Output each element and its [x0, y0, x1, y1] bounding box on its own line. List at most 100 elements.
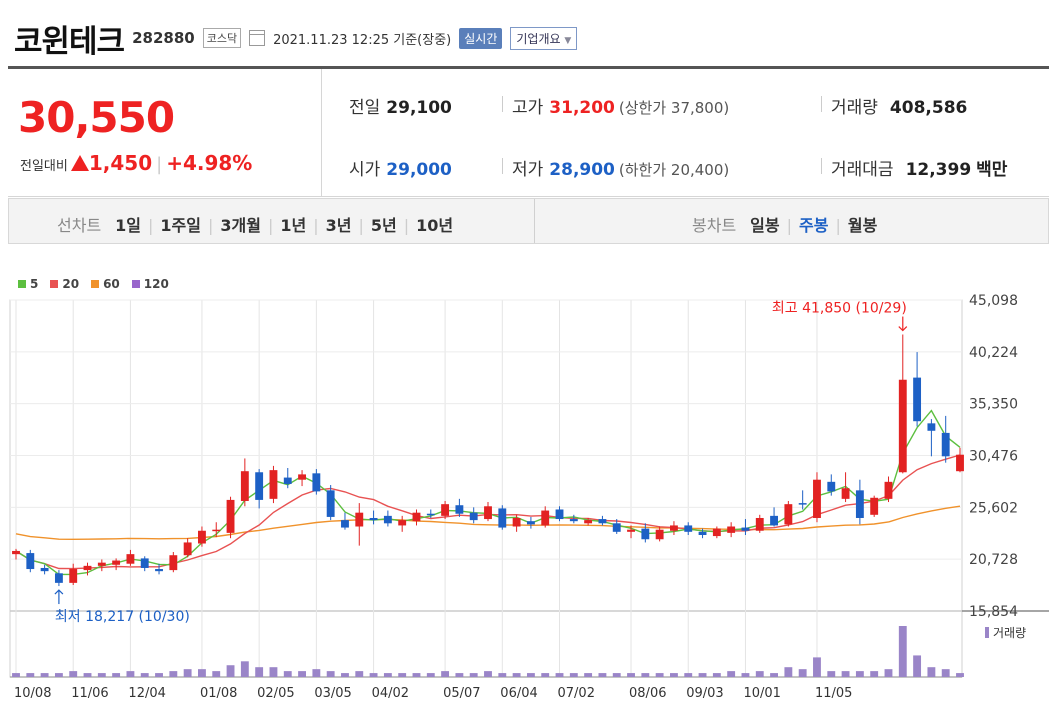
volume-value: 408,586 [889, 98, 968, 118]
as-of-time: 2021.11.23 12:25 기준(장중) [273, 32, 452, 48]
volume-bar [927, 667, 936, 677]
line-period-tab-0[interactable]: 1일 [115, 216, 142, 235]
stock-chart: 10/08 11/06 12/04 01/08 02/05 03/05 04/02 05/07… [9, 293, 1049, 701]
volume-bar [526, 673, 535, 677]
volume-bar [183, 669, 192, 677]
candle-body [555, 509, 564, 520]
volume-bar [584, 673, 593, 677]
y-tick-label: 45,098 [969, 293, 1018, 309]
volume-bar [126, 671, 135, 677]
legend-item-60[interactable]: 60 [91, 277, 120, 291]
candle-body [627, 529, 635, 532]
volume-bar [827, 671, 836, 677]
low-value: 28,900 [549, 160, 615, 180]
candle-body [698, 531, 707, 536]
candle-body [383, 515, 392, 524]
candle-body [255, 472, 264, 500]
candle-body [269, 470, 278, 499]
candle-body [69, 569, 78, 583]
candle-body [83, 565, 92, 571]
candle-body [226, 499, 235, 533]
candle-body [655, 529, 664, 540]
x-tick-label: 09/03 [686, 686, 723, 701]
x-tick-label: 11/05 [815, 686, 852, 701]
period-tabs: 선차트 1일 | 1주일 | 3개월 | 1년 | 3년 | 5년 | 10년 봉차트 일봉 | 주봉 | 월봉 [8, 198, 1049, 244]
realtime-button[interactable]: 실시간 [459, 27, 503, 49]
candle-body [298, 474, 306, 480]
x-tick-label: 10/01 [743, 686, 780, 701]
volume-bar [798, 669, 807, 677]
line-period-tab-6[interactable]: 10년 [416, 216, 454, 235]
prev-close-value: 29,100 [386, 98, 452, 118]
volume-bar [684, 673, 693, 677]
line-period-tab-2[interactable]: 3개월 [220, 216, 261, 235]
amount-unit: 백만 [976, 160, 1008, 180]
candle-body [283, 477, 292, 484]
legend-label: 60 [103, 277, 120, 291]
volume-bar [341, 673, 349, 677]
x-tick-label: 04/02 [372, 686, 409, 701]
candle-body [398, 520, 407, 526]
change-row: 전일대비 1,450 | +4.98% [20, 151, 252, 175]
volume-bar [226, 665, 235, 677]
candle-body [12, 550, 20, 555]
candle-chart-label: 봉차트 [692, 216, 737, 235]
x-tick-label: 10/08 [14, 686, 51, 701]
candle-period-tab-2[interactable]: 월봉 [847, 216, 878, 235]
legend-item-120[interactable]: 120 [131, 277, 169, 291]
candle-body [112, 560, 121, 565]
divider: | [835, 216, 841, 235]
company-overview-dropdown[interactable]: 기업개요 ▼ [510, 26, 578, 50]
divider [502, 96, 503, 112]
line-period-tab-5[interactable]: 5년 [370, 216, 397, 235]
line-period-tab-1[interactable]: 1주일 [160, 216, 201, 235]
candle-body [727, 526, 736, 533]
candle-body [741, 527, 750, 531]
volume-bar [941, 669, 950, 677]
candle-period-tab-0[interactable]: 일봉 [750, 216, 780, 235]
divider [534, 199, 535, 243]
candle-body [369, 517, 378, 521]
volume-bar [212, 671, 221, 677]
quote-details: 전일 29,100 고가 31,200 (상한가 37,800) 거래량 408,586… [321, 69, 1049, 197]
candle-body [484, 506, 492, 520]
divider: | [208, 216, 214, 235]
volume-bar [770, 673, 778, 677]
low-annotation: 최저 18,217 (10/30) [55, 609, 190, 625]
line-chart-label: 선차트 [57, 216, 102, 235]
high-arrow-head [898, 326, 908, 332]
volume-bar [627, 673, 635, 677]
candle-body [755, 517, 764, 531]
line-period-tab-4[interactable]: 3년 [325, 216, 352, 235]
divider: | [358, 216, 364, 235]
legend-item-5[interactable]: 5 [18, 277, 38, 291]
candle-body [412, 512, 421, 522]
candle-body [355, 512, 364, 527]
volume-bar [956, 673, 964, 677]
volume-bar [727, 671, 736, 677]
legend-swatch [131, 280, 140, 288]
candle-body [526, 521, 535, 525]
volume-bar [498, 673, 507, 677]
candle-body [798, 503, 807, 505]
volume-bar [712, 673, 721, 677]
open-price: 시가 29,000 [349, 155, 452, 180]
volume-bar [398, 673, 407, 677]
legend-swatch [50, 280, 59, 288]
x-tick-label: 03/05 [314, 686, 351, 701]
candle-body [469, 512, 478, 521]
volume-bar [741, 673, 750, 677]
candle-body [341, 520, 349, 528]
candle-body [913, 377, 922, 422]
amount-label: 거래대금 [831, 160, 894, 180]
legend-item-20[interactable]: 20 [50, 277, 79, 291]
candle-period-tab-1[interactable]: 주봉 [799, 216, 829, 235]
y-tick-label: 30,476 [969, 449, 1018, 465]
candle-body [784, 504, 793, 525]
divider [821, 96, 822, 112]
candle-body [455, 505, 464, 514]
change-amount: 1,450 [88, 151, 153, 175]
line-period-tab-3[interactable]: 1년 [280, 216, 307, 235]
candle-body [770, 515, 778, 526]
candle-body [26, 553, 35, 570]
